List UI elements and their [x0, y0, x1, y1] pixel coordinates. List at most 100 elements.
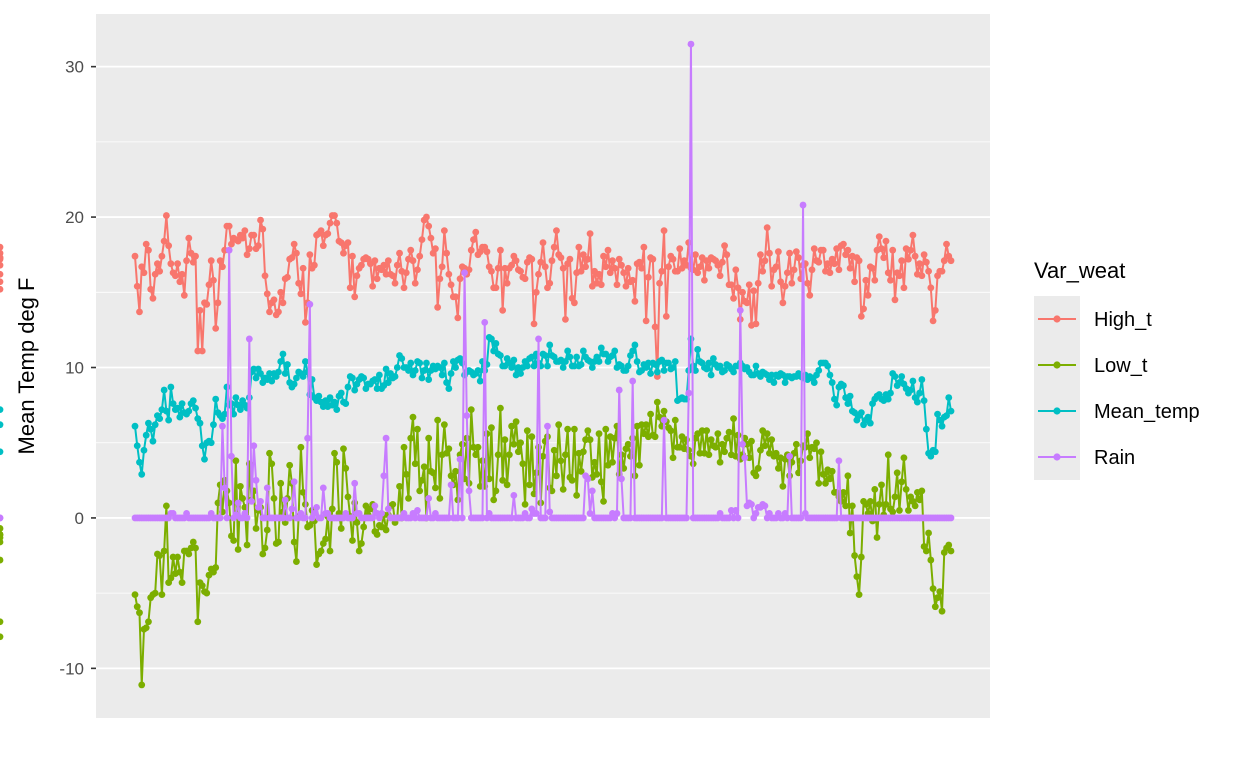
data-point — [535, 270, 542, 278]
data-point — [277, 479, 285, 487]
data-point — [866, 419, 874, 427]
data-point — [703, 365, 711, 373]
data-point — [0, 525, 4, 532]
data-point — [669, 364, 677, 371]
data-point — [595, 358, 603, 365]
data-point — [503, 279, 511, 287]
data-point — [761, 257, 769, 265]
data-point — [772, 449, 780, 457]
data-point — [573, 353, 581, 361]
data-point — [344, 383, 352, 391]
data-point — [824, 362, 832, 370]
data-point — [819, 470, 827, 478]
data-point — [573, 491, 581, 499]
data-point — [349, 252, 356, 260]
data-point — [810, 245, 818, 253]
legend-key-point — [1053, 315, 1061, 323]
data-point — [391, 373, 399, 380]
data-point — [770, 379, 778, 386]
data-point — [761, 442, 769, 450]
data-point — [351, 386, 359, 394]
data-point — [920, 251, 928, 259]
data-point — [579, 514, 587, 522]
data-point — [279, 299, 287, 307]
data-point — [349, 537, 356, 544]
data-point — [907, 246, 915, 254]
data-point — [857, 553, 865, 561]
data-point — [553, 227, 560, 235]
data-point — [857, 312, 865, 320]
data-point — [846, 392, 854, 400]
data-point — [0, 421, 4, 429]
data-point — [358, 261, 365, 269]
data-point — [916, 260, 924, 268]
data-point — [405, 367, 412, 374]
data-point — [165, 242, 173, 250]
y-axis: -10 0 10 20 30 — [59, 58, 96, 678]
data-point — [875, 233, 883, 241]
data-point — [243, 514, 251, 522]
data-point — [806, 291, 814, 299]
data-point — [185, 407, 193, 415]
data-point — [189, 397, 197, 404]
data-point — [198, 582, 206, 590]
data-point — [301, 358, 309, 365]
data-point — [716, 362, 724, 370]
data-point — [340, 445, 347, 453]
data-point — [774, 464, 782, 472]
data-point — [268, 377, 276, 385]
data-point — [297, 443, 305, 451]
data-point — [927, 556, 935, 564]
data-point — [261, 544, 269, 552]
data-point — [342, 464, 350, 472]
data-point — [140, 269, 148, 277]
data-point — [896, 272, 903, 280]
data-point — [378, 510, 385, 517]
data-point — [553, 472, 560, 480]
data-point — [548, 257, 556, 265]
data-point — [216, 257, 224, 265]
data-point — [248, 497, 255, 505]
data-point — [407, 246, 415, 254]
data-point — [483, 248, 491, 256]
legend-label: High_t — [1094, 309, 1152, 331]
data-point — [579, 347, 587, 355]
data-point — [142, 431, 150, 439]
data-point — [938, 607, 946, 615]
data-point — [864, 413, 872, 421]
data-point — [786, 452, 793, 460]
data-point — [149, 294, 157, 302]
data-point — [748, 500, 755, 508]
data-point — [792, 248, 800, 256]
data-point — [212, 395, 220, 403]
data-point — [223, 514, 231, 522]
data-point — [490, 496, 498, 504]
data-point — [505, 451, 513, 459]
data-point — [864, 291, 872, 299]
data-point — [884, 395, 892, 403]
data-point — [393, 364, 401, 371]
y-tick-label: 20 — [65, 208, 84, 227]
data-point — [259, 550, 267, 558]
data-point — [371, 376, 379, 383]
data-point — [192, 404, 199, 412]
data-point — [712, 443, 720, 451]
data-point — [898, 478, 906, 486]
data-point — [136, 458, 143, 466]
data-point — [642, 421, 650, 429]
data-point — [147, 425, 155, 433]
data-point — [465, 487, 473, 495]
data-point — [263, 484, 271, 492]
data-point — [429, 469, 437, 477]
data-point — [360, 374, 368, 382]
data-point — [918, 487, 926, 495]
y-tick-label: 10 — [65, 359, 84, 378]
data-point — [279, 350, 287, 358]
data-point — [353, 519, 361, 526]
data-point — [492, 340, 500, 347]
data-point — [510, 440, 518, 448]
data-point — [665, 359, 672, 367]
data-point — [0, 556, 4, 564]
data-point — [382, 365, 390, 373]
